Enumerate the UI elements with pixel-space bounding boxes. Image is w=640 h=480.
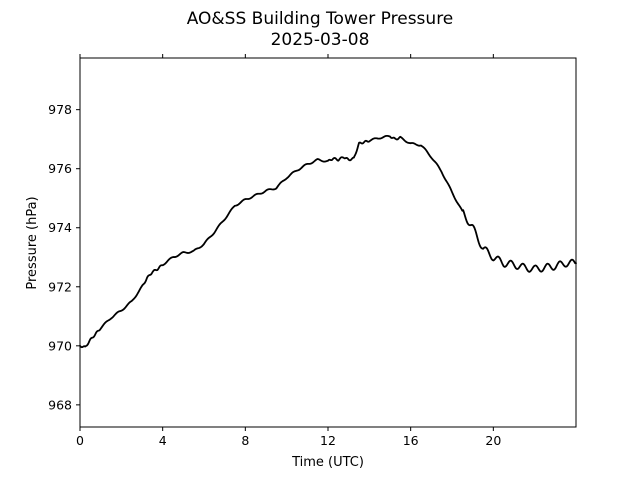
x-axis-label: Time (UTC) xyxy=(291,455,364,470)
chart-title: AO&SS Building Tower Pressure xyxy=(187,9,454,29)
pressure-series-line xyxy=(79,134,577,349)
axis-ticks xyxy=(76,54,494,431)
y-tick-label: 968 xyxy=(48,397,72,412)
x-tick-label: 0 xyxy=(76,433,84,448)
plot-frame xyxy=(79,57,577,428)
x-tick-label: 16 xyxy=(403,433,419,448)
x-tick-label: 8 xyxy=(241,433,249,448)
y-tick-label: 972 xyxy=(48,279,72,294)
y-tick-label: 974 xyxy=(48,220,72,235)
y-tick-label: 978 xyxy=(48,102,72,117)
x-tick-label: 20 xyxy=(485,433,501,448)
x-tick-label: 4 xyxy=(159,433,167,448)
chart-subtitle: 2025-03-08 xyxy=(271,30,370,50)
y-tick-label: 976 xyxy=(48,161,72,176)
y-axis-label: Pressure (hPa) xyxy=(25,196,40,289)
y-tick-label: 970 xyxy=(48,338,72,353)
x-tick-label: 12 xyxy=(320,433,336,448)
axis-tick-labels: 0 4 8 12 16 20 968 970 972 974 976 978 xyxy=(48,102,501,448)
